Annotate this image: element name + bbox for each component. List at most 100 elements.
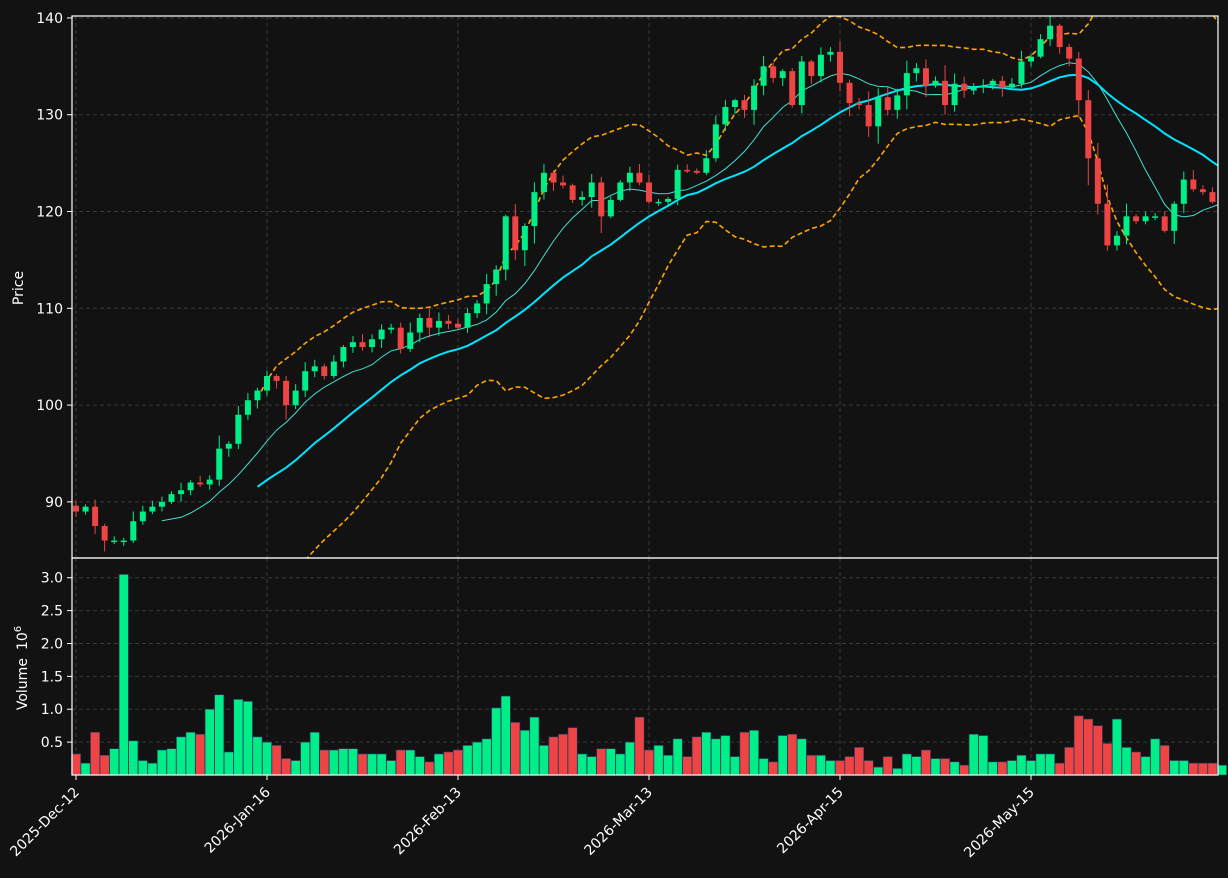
volume-tick-label: 1.5	[41, 669, 63, 685]
candle-body	[178, 490, 185, 495]
candle-body	[493, 269, 500, 285]
volume-bar	[720, 735, 731, 776]
candle	[598, 176, 605, 234]
candle	[827, 47, 834, 62]
candle	[989, 79, 996, 90]
candle	[1094, 143, 1101, 215]
candle	[369, 334, 376, 353]
candle-body	[760, 66, 767, 86]
candle	[1113, 231, 1120, 251]
candle-body	[646, 182, 652, 202]
candle-body	[703, 158, 710, 173]
volume-bar	[596, 748, 607, 776]
candle-body	[130, 521, 137, 541]
volume-bar	[348, 748, 358, 776]
candle-body	[521, 226, 528, 251]
volume-bar	[290, 760, 301, 776]
candle-body	[455, 323, 461, 328]
candle-body	[1075, 58, 1082, 101]
candle-body	[1037, 39, 1044, 57]
candle-body	[1056, 25, 1063, 47]
candle	[502, 214, 509, 281]
candle	[951, 73, 958, 112]
candle	[722, 99, 729, 131]
volume-bar	[204, 708, 215, 776]
candle-body	[846, 82, 853, 104]
volume-bar	[328, 749, 339, 776]
candle	[187, 480, 194, 496]
candle-body	[579, 196, 586, 200]
volume-bar	[157, 749, 167, 776]
candle-body	[1094, 158, 1101, 204]
candle	[1199, 185, 1206, 195]
volume-tick-label: 1.0	[41, 702, 63, 718]
candle	[913, 63, 920, 82]
candle	[254, 387, 261, 409]
volume-tick-label: 0.5	[41, 735, 63, 751]
candle	[636, 163, 643, 186]
candle	[932, 76, 939, 88]
volume-panel-frame	[71, 557, 1219, 776]
candle-body	[1161, 216, 1168, 231]
candle-body	[349, 342, 356, 348]
volume-bar	[338, 748, 349, 776]
candle	[388, 323, 395, 334]
volume-bar	[730, 756, 740, 776]
volume-axis-label: Volume 106	[13, 626, 31, 710]
candle-body	[254, 390, 261, 401]
volume-bar	[433, 753, 444, 776]
volume-bar	[882, 756, 893, 776]
candle-body	[827, 51, 834, 55]
volume-bar	[653, 745, 664, 776]
volume-bar	[80, 762, 91, 776]
candle-body	[1199, 189, 1206, 193]
candle	[560, 175, 567, 189]
candle	[455, 318, 461, 330]
candle-body	[292, 390, 299, 406]
candle-body	[665, 198, 672, 202]
candle-body	[970, 87, 977, 91]
volume-exponent-base: 10	[15, 632, 31, 650]
candle	[1133, 214, 1140, 224]
candle-body	[311, 366, 318, 372]
candle-body	[1066, 46, 1073, 59]
candle-body	[397, 327, 404, 349]
candle-body	[206, 479, 213, 485]
candle	[1152, 212, 1159, 221]
volume-bar	[796, 738, 807, 776]
price-tick-label: 100	[36, 398, 63, 414]
candle	[970, 83, 977, 95]
candle-body	[875, 97, 882, 127]
candle	[980, 79, 987, 94]
candle	[999, 75, 1006, 97]
volume-bar	[128, 740, 139, 776]
candle	[292, 384, 299, 410]
candle-body	[779, 71, 786, 78]
volume-bar	[1092, 725, 1103, 776]
candle	[712, 115, 719, 162]
candle-body	[120, 540, 127, 543]
candle	[139, 505, 146, 525]
volume-bar	[405, 749, 416, 776]
volume-bar	[300, 741, 311, 776]
volume-bar	[663, 754, 673, 776]
candle-body	[951, 83, 958, 106]
candle-body	[741, 100, 748, 110]
candle-body	[837, 51, 843, 83]
candle-body	[1047, 25, 1054, 40]
volume-bar	[109, 748, 120, 776]
candle-body	[1171, 203, 1178, 231]
candle-body	[674, 169, 681, 199]
volume-bar	[911, 756, 922, 776]
candle	[741, 94, 748, 118]
volume-bars	[71, 574, 1227, 776]
candle-body	[540, 172, 547, 193]
candle	[359, 334, 366, 351]
volume-bar	[634, 716, 645, 776]
candle	[149, 500, 156, 515]
candle	[244, 392, 251, 420]
candle	[330, 355, 337, 379]
volume-bar	[901, 753, 912, 776]
volume-bar	[519, 729, 530, 776]
